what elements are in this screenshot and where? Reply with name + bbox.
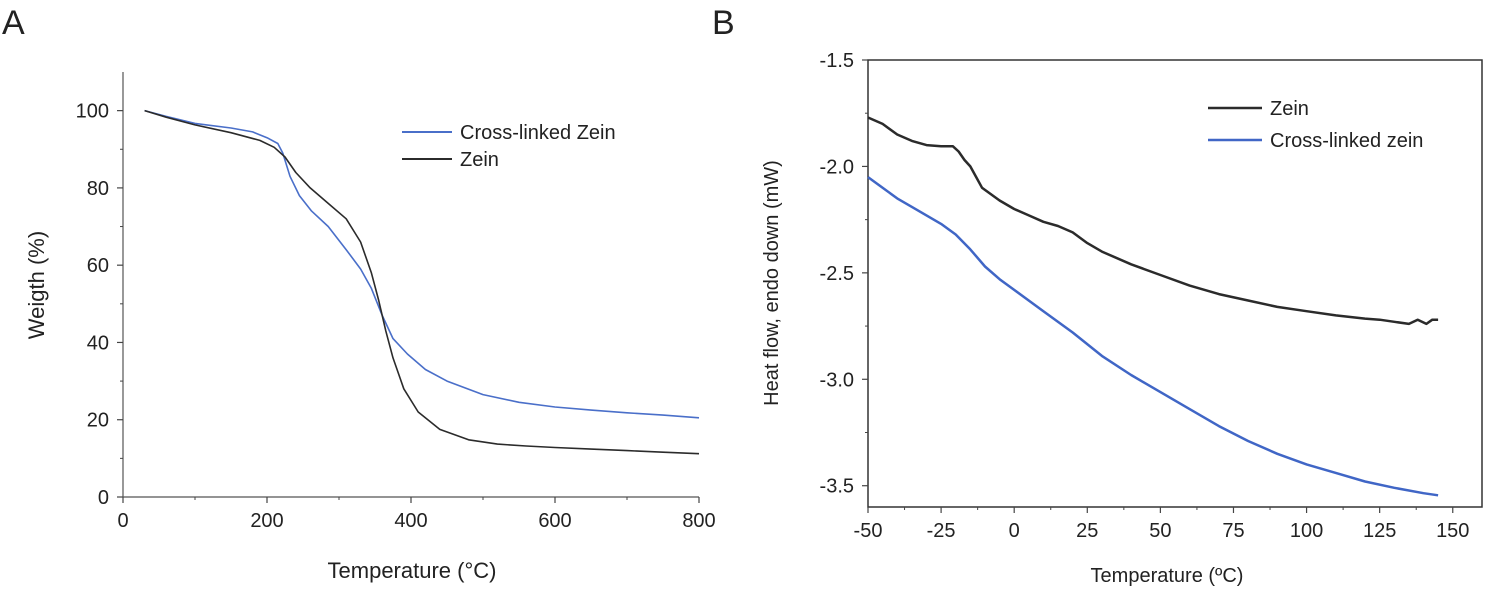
- panel-a-legend: Cross-linked Zein Zein: [402, 122, 616, 171]
- x-tick-label: 25: [1076, 520, 1098, 542]
- y-tick-label: -3.0: [820, 369, 854, 391]
- x-tick-label: -50: [854, 520, 883, 542]
- x-tick-label: 0: [1009, 520, 1020, 542]
- x-tick-label: 150: [1436, 520, 1469, 542]
- y-tick-label: -2.5: [820, 263, 854, 285]
- y-tick-label: 0: [98, 487, 109, 509]
- y-tick-label: 80: [87, 178, 109, 200]
- legend-label-cross-linked-zein-b: Cross-linked zein: [1270, 130, 1423, 152]
- panel-b-label: B: [712, 4, 735, 42]
- panel-a-y-axis-title: Weigth (%): [24, 231, 49, 339]
- y-tick-label: 60: [87, 255, 109, 277]
- panel-a-label: A: [2, 4, 25, 42]
- y-tick-label: -3.5: [820, 476, 854, 498]
- y-tick-label: -2.0: [820, 156, 854, 178]
- panel-a-chart: 0 200 400 600 800 0 20 40 60 80 100: [76, 72, 716, 532]
- series-line-cross-linked-zein: [867, 176, 1439, 497]
- legend-label-zein: Zein: [460, 149, 499, 171]
- x-tick-label: 75: [1222, 520, 1244, 542]
- x-tick-label: 600: [538, 510, 571, 532]
- panel-b-legend: Zein Cross-linked zein: [1208, 98, 1423, 152]
- x-tick-label: 200: [250, 510, 283, 532]
- y-tick-label: 20: [87, 410, 109, 432]
- panel-b-chart: -50 -25 0 25 50 75 100 125 150 -3.5 -3.0 -2.5 -2.0 -1…: [820, 50, 1483, 542]
- x-tick-label: 125: [1363, 520, 1396, 542]
- x-tick-label: 400: [394, 510, 427, 532]
- legend-label-zein-b: Zein: [1270, 98, 1309, 120]
- y-tick-label: 100: [76, 101, 109, 123]
- series-line-zein: [144, 109, 700, 455]
- y-tick-label: -1.5: [820, 50, 854, 72]
- x-tick-label: 800: [682, 510, 715, 532]
- panel-b-x-axis-title: Temperature (ºC): [1091, 565, 1244, 587]
- x-tick-label: 50: [1149, 520, 1171, 542]
- legend-label-cross-linked-zein: Cross-linked Zein: [460, 122, 616, 144]
- panel-a-x-axis-title: Temperature (°C): [328, 558, 497, 583]
- x-tick-label: -25: [927, 520, 956, 542]
- y-tick-label: 40: [87, 332, 109, 354]
- x-tick-label: 0: [117, 510, 128, 532]
- x-tick-label: 100: [1290, 520, 1323, 542]
- series-line-zein: [867, 116, 1439, 326]
- series-line-cross-linked-zein: [144, 109, 700, 419]
- plot-frame: [867, 59, 1483, 508]
- panel-b-y-axis-title: Heat flow, endo down (mW): [761, 160, 783, 406]
